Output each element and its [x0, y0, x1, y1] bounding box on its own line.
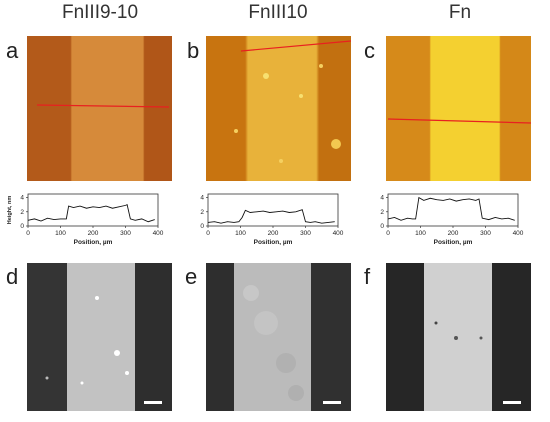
- column-title-fn: Fn: [448, 2, 472, 23]
- x-tick-label: 100: [235, 230, 246, 237]
- x-tick-label: 400: [333, 230, 344, 237]
- red-profile-line: [387, 118, 531, 124]
- y-tick-label: 2: [200, 209, 204, 216]
- column-title-fniii9-10: FnIII9-10: [61, 2, 139, 23]
- x-tick-label: 400: [513, 230, 524, 237]
- x-tick-label: 0: [206, 230, 210, 237]
- x-axis-label: Position, µm: [434, 239, 473, 246]
- x-tick-label: 200: [268, 230, 279, 237]
- y-tick-label: 2: [380, 209, 384, 216]
- profile-frame: [207, 193, 339, 227]
- fluorescence-image-fn: [386, 263, 531, 411]
- x-tick-label: 0: [26, 230, 30, 237]
- column-title-fniii10: FnIII10: [248, 2, 308, 23]
- height-profile-fniii9-10: 0 100 200 300 400 0 2 4 Position, µm Height, nm: [4, 186, 164, 256]
- x-tick-label: 200: [88, 230, 99, 237]
- panel-label-e: e: [185, 264, 198, 289]
- fluorescence-image-fniii9-10: [27, 263, 172, 411]
- x-axis-label: Position, µm: [254, 239, 293, 246]
- y-tick-label: 0: [380, 223, 384, 230]
- x-tick-label: 300: [300, 230, 311, 237]
- panel-label-b: b: [187, 38, 200, 63]
- x-tick-label: 100: [415, 230, 426, 237]
- profile-frame: [387, 193, 519, 227]
- red-profile-line: [240, 40, 351, 52]
- height-profile-fn: 0 100 200 300 400 0 2 4 Position, µm: [364, 186, 524, 256]
- panel-label-f: f: [364, 264, 371, 289]
- y-tick-label: 4: [200, 195, 204, 202]
- x-axis-label: Position, µm: [74, 239, 113, 246]
- x-tick-label: 400: [153, 230, 164, 237]
- y-tick-label: 0: [20, 223, 24, 230]
- panel-label-c: c: [364, 38, 375, 63]
- profile-frame: [27, 193, 159, 227]
- panel-label-a: a: [6, 38, 19, 63]
- profile-svg-1: 0 100 200 300 400 0 2 4 Position, µm: [200, 193, 344, 246]
- scale-bar: [323, 401, 341, 404]
- profile-svg-0: 0 100 200 300 400 0 2 4 Position, µm Height, nm: [7, 193, 164, 246]
- y-tick-label: 2: [20, 209, 24, 216]
- y-tick-label: 0: [200, 223, 204, 230]
- x-tick-label: 300: [120, 230, 131, 237]
- panel-label-d: d: [6, 264, 19, 289]
- x-tick-label: 0: [386, 230, 390, 237]
- red-profile-line: [36, 104, 170, 108]
- y-tick-label: 4: [380, 195, 384, 202]
- afm-image-fniii10: [206, 36, 351, 181]
- x-tick-label: 200: [448, 230, 459, 237]
- x-tick-label: 300: [480, 230, 491, 237]
- y-tick-label: 4: [20, 195, 24, 202]
- profile-line: [27, 204, 155, 223]
- scale-bar: [144, 401, 162, 404]
- scale-bar: [503, 401, 521, 404]
- y-axis-label: Height, nm: [7, 196, 13, 225]
- profile-line: [207, 209, 335, 224]
- height-profile-fniii10: 0 100 200 300 400 0 2 4 Position, µm: [184, 186, 344, 256]
- profile-line: [387, 196, 515, 221]
- afm-image-fn: [386, 36, 531, 181]
- profile-svg-2: 0 100 200 300 400 0 2 4 Position, µm: [380, 193, 524, 246]
- afm-image-fniii9-10: [27, 36, 172, 181]
- x-tick-label: 100: [55, 230, 66, 237]
- fluorescence-image-fniii10: [206, 263, 351, 411]
